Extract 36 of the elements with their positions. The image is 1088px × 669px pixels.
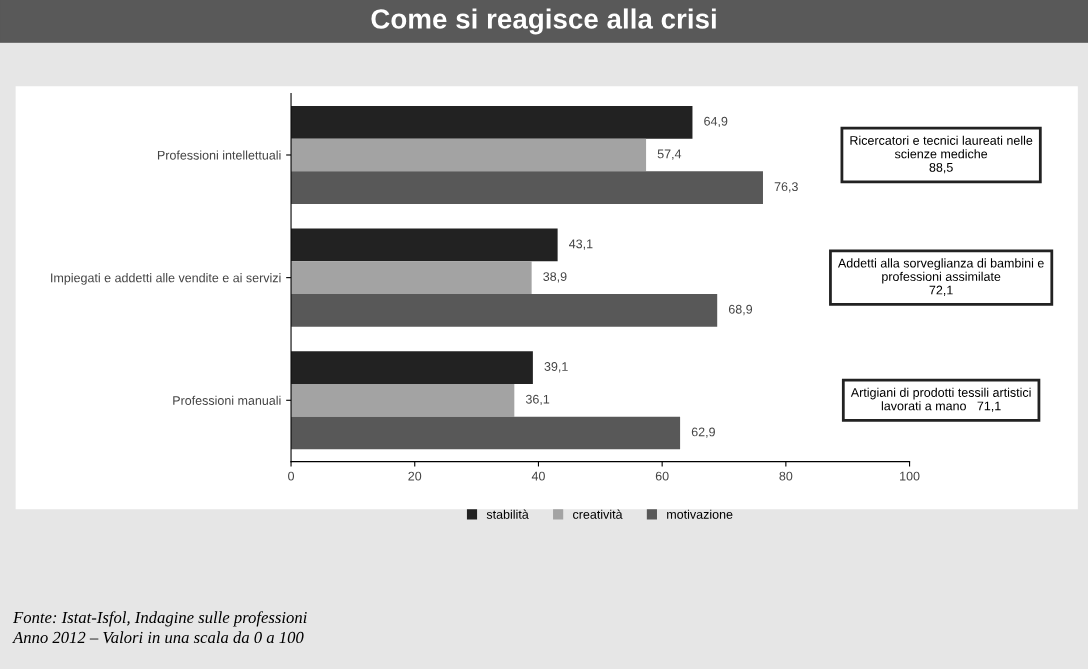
annotation: Artigiani di prodotti tessili artistici lavorati a mano 71,1	[850, 387, 1031, 412]
data-label: 62,9	[691, 427, 715, 438]
source-note: Fonte: Istat-Isfol, Indagine sulle professioni	[12, 611, 307, 627]
bar	[291, 171, 763, 205]
annotation: Addetti alla sorveglianza di bambini e professioni assimilate 72,1	[837, 258, 1044, 296]
x-tick-label: 20	[408, 471, 422, 481]
data-label: 76,3	[774, 182, 798, 193]
legend-label: motivazione	[667, 509, 733, 519]
y-tick-label: Professioni intellettuali	[157, 150, 281, 160]
x-tick-label: 40	[531, 471, 545, 481]
bar	[291, 351, 533, 384]
x-tick-label: 60	[655, 471, 669, 481]
bar	[291, 261, 532, 294]
bar	[291, 383, 515, 417]
bar	[291, 138, 647, 172]
data-label: 39,1	[544, 362, 568, 373]
x-tick-label: 80	[779, 471, 793, 481]
data-label: 57,4	[657, 149, 682, 160]
annotation: Ricercatori e tecnici laureati nelle scienze mediche 88,5	[850, 135, 1033, 174]
data-label: 68,9	[728, 304, 753, 316]
chart-title: Come si reagisce alla crisi	[371, 8, 716, 35]
x-tick-label: 100	[900, 471, 920, 481]
x-tick-label: 0	[288, 471, 295, 481]
data-label: 38,9	[543, 272, 567, 283]
legend-label: creatività	[573, 509, 623, 519]
bar	[291, 105, 693, 139]
text: Anno 2012 – Valori in una scala da 0 a 100	[12, 631, 304, 644]
bar	[291, 293, 718, 327]
bar	[291, 416, 681, 450]
legend-label: stabilità	[486, 509, 529, 519]
data-label: 64,9	[704, 116, 728, 128]
y-tick-label: Impiegati e addetti alle vendite e ai servizi	[51, 273, 281, 285]
data-label: 36,1	[525, 394, 550, 406]
y-tick-label: Professioni manuali	[173, 395, 281, 405]
data-label: 43,1	[569, 239, 593, 250]
bar	[291, 228, 558, 262]
